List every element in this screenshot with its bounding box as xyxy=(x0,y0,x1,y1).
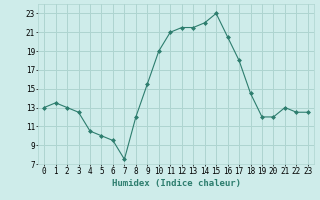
X-axis label: Humidex (Indice chaleur): Humidex (Indice chaleur) xyxy=(111,179,241,188)
